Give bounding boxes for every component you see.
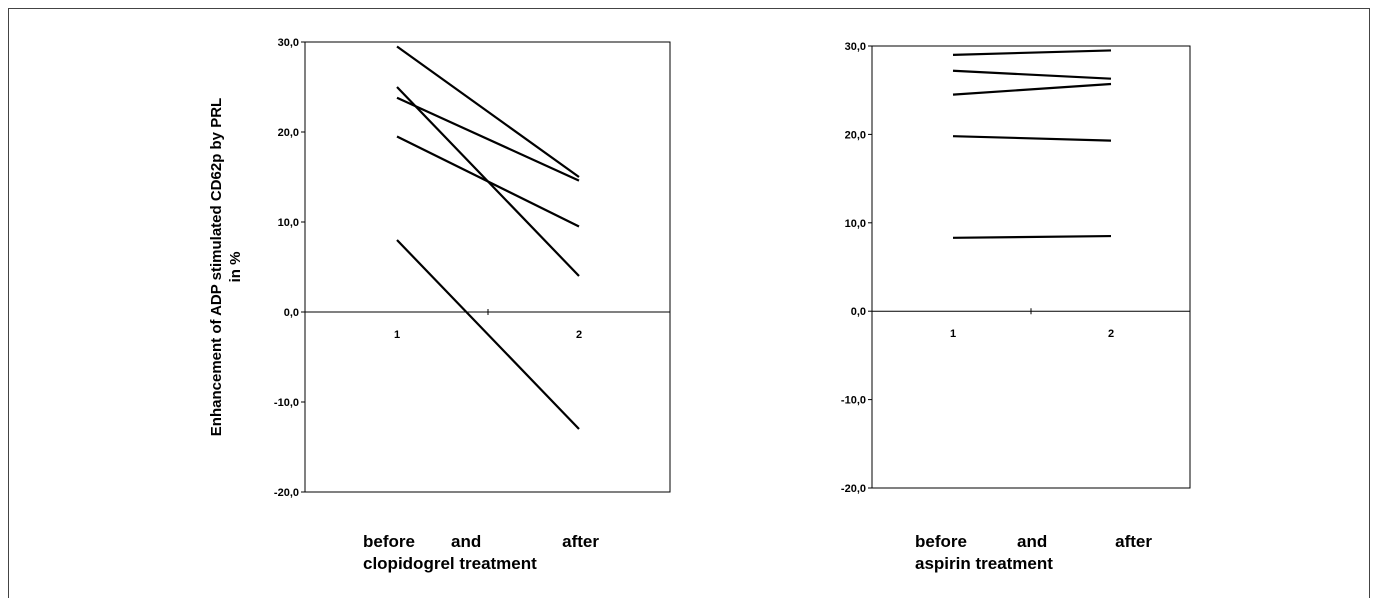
x-caption-word-before: before (363, 532, 415, 551)
x-caption-word-and: and (1017, 532, 1048, 551)
aspirin-chart: 30,0 20,0 10,0 0,0 -10,0 -20,0 1 2 (841, 41, 1191, 495)
x-caption-line2: aspirin treatment (915, 554, 1053, 573)
y-tick-label: 0,0 (851, 306, 866, 318)
x-tick-label: 2 (576, 329, 582, 341)
x-tick-label: 1 (950, 328, 956, 340)
series-line (952, 69, 1112, 80)
y-tick-label: 30,0 (845, 41, 866, 53)
y-tick-label: -20,0 (274, 487, 299, 499)
x-caption-line2: clopidogrel treatment (363, 554, 537, 573)
y-tick-label: 10,0 (278, 217, 299, 229)
series-line (396, 45, 580, 178)
x-caption-word-and: and (451, 532, 482, 551)
y-tick-label: -20,0 (841, 483, 866, 495)
y-tick-label: 20,0 (845, 129, 866, 141)
y-axis-label-line2: in % (227, 252, 244, 283)
y-axis-label-line1: Enhancement of ADP stimulated CD62p by P… (208, 98, 225, 436)
series-line (952, 234, 1112, 239)
x-caption-word-after: after (562, 532, 599, 551)
x-axis-caption-aspirin: before and after aspirin treatment (915, 532, 1152, 576)
series-line (396, 96, 580, 182)
y-tick-label: -10,0 (841, 395, 866, 407)
figure-frame: 30,0 20,0 10,0 0,0 -10,0 -20,0 1 2 Enhancement o… (8, 8, 1370, 598)
y-tick-label: 30,0 (278, 37, 299, 49)
clopidogrel-chart: 30,0 20,0 10,0 0,0 -10,0 -20,0 1 2 Enhancement o… (208, 37, 671, 499)
x-axis-caption-clopidogrel: before and after clopidogrel treatment (363, 532, 599, 576)
plot-frame (304, 41, 671, 493)
y-tick-label: -10,0 (274, 397, 299, 409)
x-tick-label: 1 (394, 329, 400, 341)
series-line (952, 49, 1112, 56)
x-caption-word-after: after (1115, 532, 1152, 551)
plot-frame (871, 45, 1191, 489)
series-line (396, 135, 580, 228)
series-line (396, 239, 580, 430)
x-tick-label: 2 (1108, 328, 1114, 340)
series-line (952, 135, 1112, 142)
x-caption-word-before: before (915, 532, 967, 551)
y-tick-label: 10,0 (845, 218, 866, 230)
y-tick-label: 0,0 (284, 307, 299, 319)
series-line (952, 82, 1112, 96)
y-tick-label: 20,0 (278, 127, 299, 139)
